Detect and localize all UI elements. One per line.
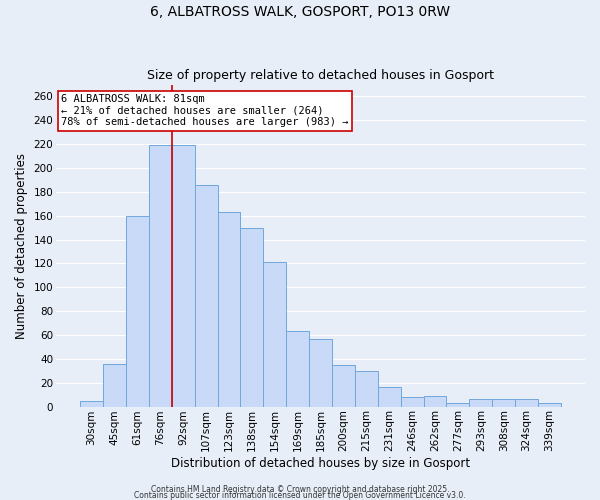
Bar xyxy=(172,146,194,406)
Bar xyxy=(218,212,241,406)
Bar xyxy=(469,400,492,406)
Bar xyxy=(263,262,286,406)
Bar xyxy=(194,184,218,406)
Bar xyxy=(103,364,126,406)
Bar xyxy=(424,396,446,406)
Bar xyxy=(538,403,561,406)
Bar xyxy=(355,371,378,406)
Title: Size of property relative to detached houses in Gosport: Size of property relative to detached ho… xyxy=(147,69,494,82)
Bar xyxy=(378,388,401,406)
Text: 6, ALBATROSS WALK, GOSPORT, PO13 0RW: 6, ALBATROSS WALK, GOSPORT, PO13 0RW xyxy=(150,5,450,19)
Text: 6 ALBATROSS WALK: 81sqm
← 21% of detached houses are smaller (264)
78% of semi-d: 6 ALBATROSS WALK: 81sqm ← 21% of detache… xyxy=(61,94,349,128)
Text: Contains public sector information licensed under the Open Government Licence v3: Contains public sector information licen… xyxy=(134,492,466,500)
Bar xyxy=(309,338,332,406)
Bar xyxy=(446,403,469,406)
Bar xyxy=(332,365,355,406)
Bar xyxy=(126,216,149,406)
Bar xyxy=(492,400,515,406)
Y-axis label: Number of detached properties: Number of detached properties xyxy=(15,152,28,338)
Bar xyxy=(80,400,103,406)
Bar xyxy=(515,400,538,406)
Bar xyxy=(149,146,172,406)
Bar xyxy=(241,228,263,406)
Text: Contains HM Land Registry data © Crown copyright and database right 2025.: Contains HM Land Registry data © Crown c… xyxy=(151,486,449,494)
Bar xyxy=(286,332,309,406)
Bar xyxy=(401,397,424,406)
X-axis label: Distribution of detached houses by size in Gosport: Distribution of detached houses by size … xyxy=(171,457,470,470)
